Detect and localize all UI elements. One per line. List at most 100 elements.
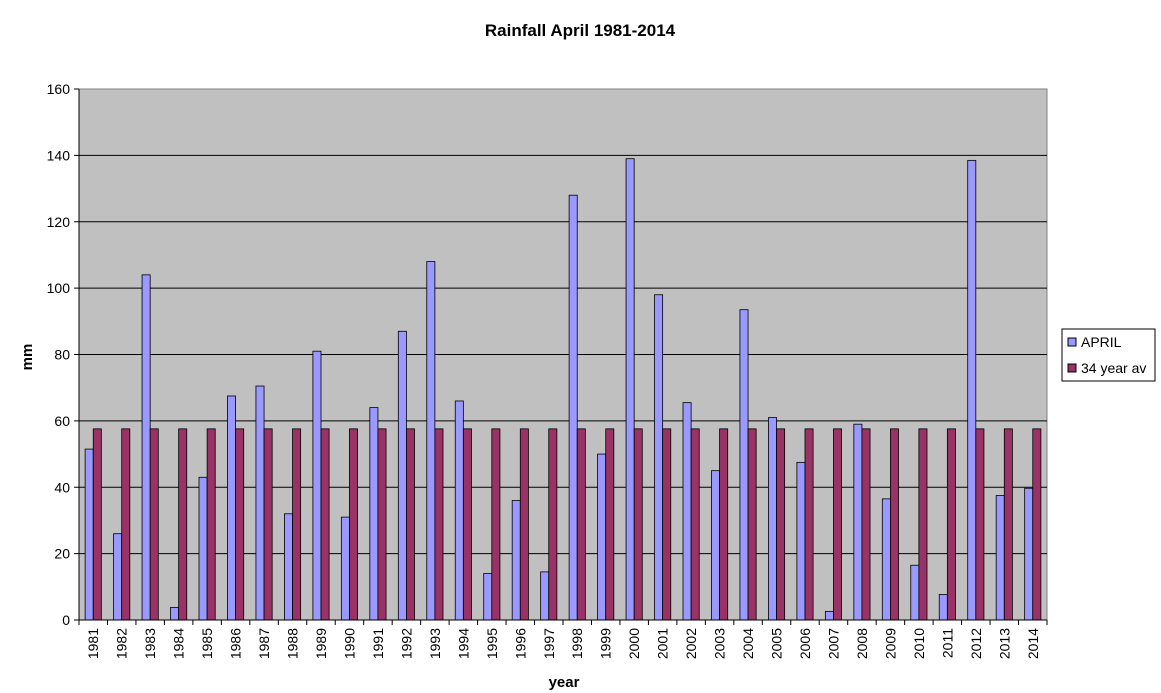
bar-april-1997 [540,571,550,621]
bar-average-2001 [662,428,672,621]
y-axis-title: mm [19,344,36,371]
bar-april-1998 [568,194,578,621]
bar-average-2003 [719,428,729,621]
x-tick-label-2002: 2002 [683,628,699,659]
x-tick-label-2011: 2011 [939,628,955,658]
bar-april-2006 [796,461,806,621]
bar-april-2001 [654,294,664,621]
bar-april-2000 [625,158,635,621]
bar-average-2007 [833,428,842,621]
bar-april-2003 [711,470,720,621]
x-tick-label-2000: 2000 [626,628,642,659]
x-tick-label-2012: 2012 [968,628,984,659]
bar-average-2006 [804,428,814,621]
y-tick-label: 20 [54,546,70,562]
x-tick-labels: 1981 1982 1983 1984 1985 1986 1987 1988 1989 1990… [85,628,1041,659]
bar-average-1994 [462,428,472,621]
y-tick-label: 100 [47,280,71,296]
bar-average-2009 [890,428,899,621]
bar-average-2010 [918,428,928,621]
legend-label-april: APRIL [1081,334,1122,350]
x-tick-label-2001: 2001 [655,628,671,659]
x-tick-label-2009: 2009 [882,628,898,659]
bar-april-1992 [397,330,407,621]
bar-average-1983 [149,428,159,621]
bar-average-1987 [263,428,273,621]
x-tick-label-1985: 1985 [199,628,215,659]
bar-april-2004 [739,309,749,621]
x-tick-label-2010: 2010 [911,628,927,659]
x-tick-label-1986: 1986 [228,628,244,659]
x-tick-label-1995: 1995 [484,628,500,659]
bar-april-2014 [1024,487,1034,621]
bar-average-2000 [633,428,643,621]
y-tick-labels: 0 20 40 60 80 100 120 140 160 [47,81,71,628]
bar-average-1997 [548,428,558,621]
bar-average-2008 [861,428,871,621]
y-tick-label: 60 [54,413,70,429]
x-tick-label-1983: 1983 [142,628,158,659]
axes [74,88,1048,625]
bar-average-1985 [206,428,216,621]
bar-average-1996 [519,428,529,621]
bar-average-1982 [121,428,131,621]
y-tick-label: 120 [47,214,71,230]
y-tick-label: 140 [47,147,71,163]
x-tick-label-1999: 1999 [598,628,614,659]
bar-average-2005 [776,428,786,621]
bar-april-2012 [967,159,977,621]
bar-average-1992 [406,428,415,621]
bar-april-1999 [597,453,607,621]
bar-april-2009 [881,498,891,621]
y-tick-label: 0 [62,612,70,628]
x-tick-label-1994: 1994 [455,628,471,659]
legend-label-average: 34 year av [1081,360,1146,376]
x-tick-label-2004: 2004 [740,628,756,659]
x-tick-label-2006: 2006 [797,628,813,659]
x-tick-label-2007: 2007 [825,628,841,659]
bar-april-1986 [227,395,236,621]
x-tick-label-1990: 1990 [341,628,357,659]
y-tick-label: 40 [54,479,70,495]
bar-average-1990 [349,428,358,621]
bar-average-2004 [747,428,757,621]
bar-april-1985 [198,476,208,621]
bar-april-1989 [312,350,322,621]
legend: APRIL 34 year av [1061,328,1156,382]
bar-april-1994 [454,400,464,621]
x-tick-label-1982: 1982 [114,628,130,659]
bar-average-1991 [377,428,387,621]
x-tick-label-2003: 2003 [712,628,728,659]
x-tick-label-1988: 1988 [285,628,301,659]
bar-average-2014 [1032,428,1042,621]
x-tick-label-1991: 1991 [370,628,386,659]
bar-average-1999 [605,428,615,621]
bar-april-2010 [910,564,920,621]
x-tick-label-1997: 1997 [541,628,557,659]
bar-average-1986 [235,428,245,621]
bar-average-2013 [1003,428,1013,621]
x-tick-label-1981: 1981 [85,628,101,659]
x-tick-label-1989: 1989 [313,628,329,659]
bar-average-1984 [178,428,188,621]
bar-april-1983 [141,274,151,621]
y-tick-label: 160 [47,81,71,97]
bars [84,158,1042,621]
x-tick-label-2008: 2008 [854,628,870,659]
legend-swatch-average [1067,363,1077,373]
bar-april-2005 [768,417,777,621]
bar-average-2002 [690,428,700,621]
x-tick-label-1998: 1998 [569,628,585,659]
bar-april-1996 [511,500,521,621]
bar-april-2008 [853,423,863,621]
bar-april-1987 [255,385,265,621]
bar-april-1982 [113,533,123,621]
bar-april-2002 [682,402,692,621]
bar-average-2011 [946,428,956,621]
x-tick-label-1992: 1992 [398,628,414,659]
bar-average-1998 [576,428,586,621]
legend-box [1061,328,1156,382]
x-tick-label-1996: 1996 [512,628,528,659]
bar-april-2007 [824,610,834,621]
